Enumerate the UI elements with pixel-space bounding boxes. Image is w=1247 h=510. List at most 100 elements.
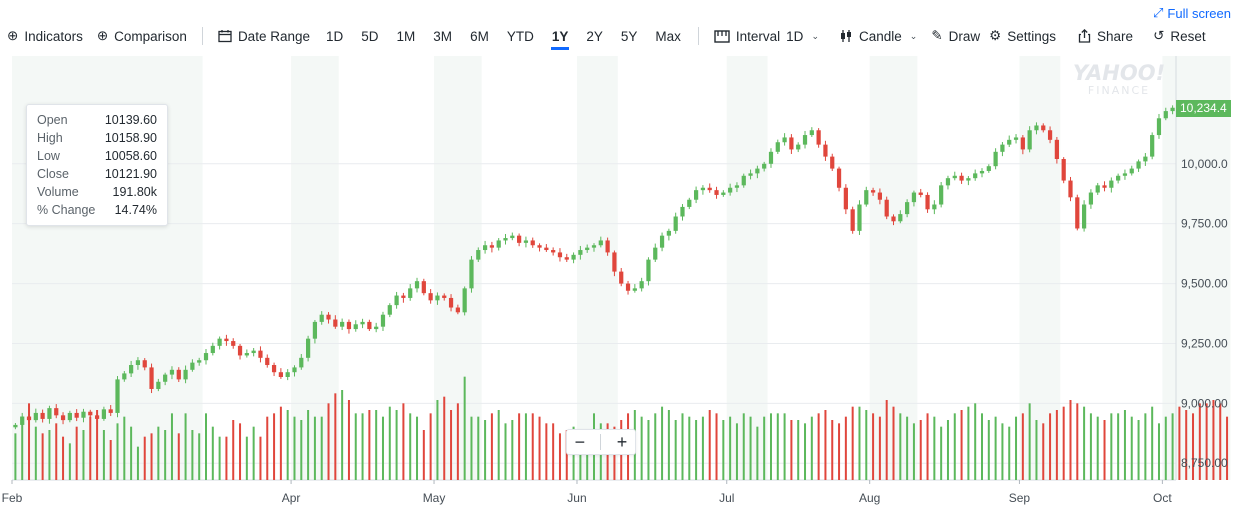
volume-bar <box>157 426 160 480</box>
volume-bar <box>347 400 350 480</box>
watermark-line-2: FINANCE <box>1087 84 1151 97</box>
volume-bar <box>177 433 180 480</box>
zoom-out-button[interactable]: − <box>574 432 586 452</box>
fullscreen-button[interactable]: ⤢ Full screen <box>1153 5 1231 21</box>
volume-bar <box>293 416 296 480</box>
range-button-1y[interactable]: 1Y <box>543 22 578 50</box>
ohlc-row: Low 10058.60 <box>37 147 157 165</box>
zoom-in-button[interactable]: + <box>616 432 628 452</box>
candle-body <box>748 173 753 176</box>
candle-body <box>1116 175 1121 181</box>
volume-bar <box>313 416 316 480</box>
share-button[interactable]: Share <box>1071 22 1140 50</box>
chart-area[interactable]: 10,000.0 9,750.00 9,500.00 9,250.00 9,000.00… <box>0 54 1247 510</box>
volume-bar <box>960 410 963 480</box>
candle-body <box>163 374 168 382</box>
candle-body <box>870 190 876 193</box>
candle-body <box>258 350 263 358</box>
plus-circle-icon: ⊕ <box>96 28 109 43</box>
range-button-3m[interactable]: 3M <box>433 28 453 44</box>
candlestick-chart[interactable]: 10,000.0 9,750.00 9,500.00 9,250.00 9,000.00… <box>0 54 1247 510</box>
volume-bar <box>987 420 990 480</box>
candle-body <box>1109 180 1114 188</box>
candle-body <box>20 416 25 425</box>
x-tick-label: Jul <box>719 491 734 505</box>
candle-body <box>932 204 937 210</box>
chart-type-label: Candle <box>858 28 902 44</box>
volume-bar <box>109 440 112 480</box>
range-button-max[interactable]: Max <box>655 28 681 44</box>
candle-body <box>421 281 426 294</box>
candle-body <box>455 307 460 313</box>
candle-body <box>796 144 801 150</box>
y-tick-label: 9,250.00 <box>1181 336 1228 350</box>
volume-bar <box>239 423 242 480</box>
candle-body <box>197 360 202 363</box>
date-range-button[interactable]: Date Range <box>211 22 317 50</box>
volume-bar <box>1055 410 1058 480</box>
candle-body <box>653 247 658 260</box>
toolbar-divider <box>201 27 203 45</box>
volume-bar <box>912 423 915 480</box>
ohlc-row: High 10158.90 <box>37 129 157 147</box>
volume-bar <box>504 423 507 480</box>
volume-bar <box>48 430 51 480</box>
indicators-button[interactable]: ⊕ Indicators <box>0 22 90 50</box>
candle-body <box>523 240 529 243</box>
volume-bar <box>851 406 854 480</box>
candle-body <box>625 283 631 291</box>
volume-bar <box>1144 413 1147 480</box>
range-button-5d[interactable]: 5D <box>361 28 379 44</box>
volume-bar <box>885 400 888 480</box>
candle-body <box>646 259 651 282</box>
candle-body <box>891 216 896 222</box>
candle-body <box>183 369 188 380</box>
range-button-1m[interactable]: 1M <box>396 28 416 44</box>
month-band <box>1162 56 1231 480</box>
candle-body <box>367 321 372 330</box>
volume-bar <box>1117 413 1120 480</box>
volume-bar <box>899 413 902 480</box>
volume-bar <box>1001 423 1004 480</box>
volume-bar <box>586 430 589 480</box>
volume-bar <box>511 420 514 480</box>
volume-bar <box>518 413 521 480</box>
volume-bar <box>531 413 534 480</box>
candle-body <box>884 199 889 217</box>
range-button-2y[interactable]: 2Y <box>586 28 603 44</box>
ohlc-row: Close 10121.90 <box>37 165 157 183</box>
volume-bar <box>1096 416 1099 480</box>
candle-body <box>176 369 181 380</box>
range-button-1d[interactable]: 1D <box>326 28 344 44</box>
draw-button[interactable]: ✎ Draw <box>924 22 987 50</box>
chart-type-button[interactable]: Candle ⌄ <box>832 22 924 50</box>
candle-body <box>333 319 338 327</box>
x-tick-label: May <box>423 491 446 505</box>
candle-body <box>850 209 855 231</box>
candle-body <box>237 345 243 356</box>
candle-body <box>81 411 86 418</box>
comparison-button[interactable]: ⊕ Comparison <box>90 22 194 50</box>
range-button-ytd[interactable]: YTD <box>506 28 534 44</box>
volume-bar <box>872 413 875 480</box>
volume-bar <box>96 410 99 480</box>
ohlc-value: 10121.90 <box>104 167 157 181</box>
volume-bar <box>756 426 759 480</box>
volume-bar <box>579 433 582 480</box>
volume-bar <box>232 420 235 480</box>
toolbar-divider <box>697 27 699 45</box>
interval-button[interactable]: Interval 1D ⌄ <box>707 22 826 50</box>
volume-bar <box>769 413 772 480</box>
volume-bar <box>1151 406 1154 480</box>
x-tick-label: Apr <box>282 491 301 505</box>
candle-body <box>959 175 964 181</box>
volume-bar <box>558 433 561 480</box>
settings-button[interactable]: ⚙ Settings <box>987 22 1063 50</box>
watermark-line-1: YAHOO! <box>1072 61 1166 85</box>
candle-body <box>707 187 712 191</box>
candle-body <box>918 192 923 195</box>
reset-button[interactable]: ↺ Reset <box>1146 22 1213 50</box>
range-button-6m[interactable]: 6M <box>470 28 489 44</box>
volume-bar <box>763 416 766 480</box>
range-button-5y[interactable]: 5Y <box>620 28 638 44</box>
